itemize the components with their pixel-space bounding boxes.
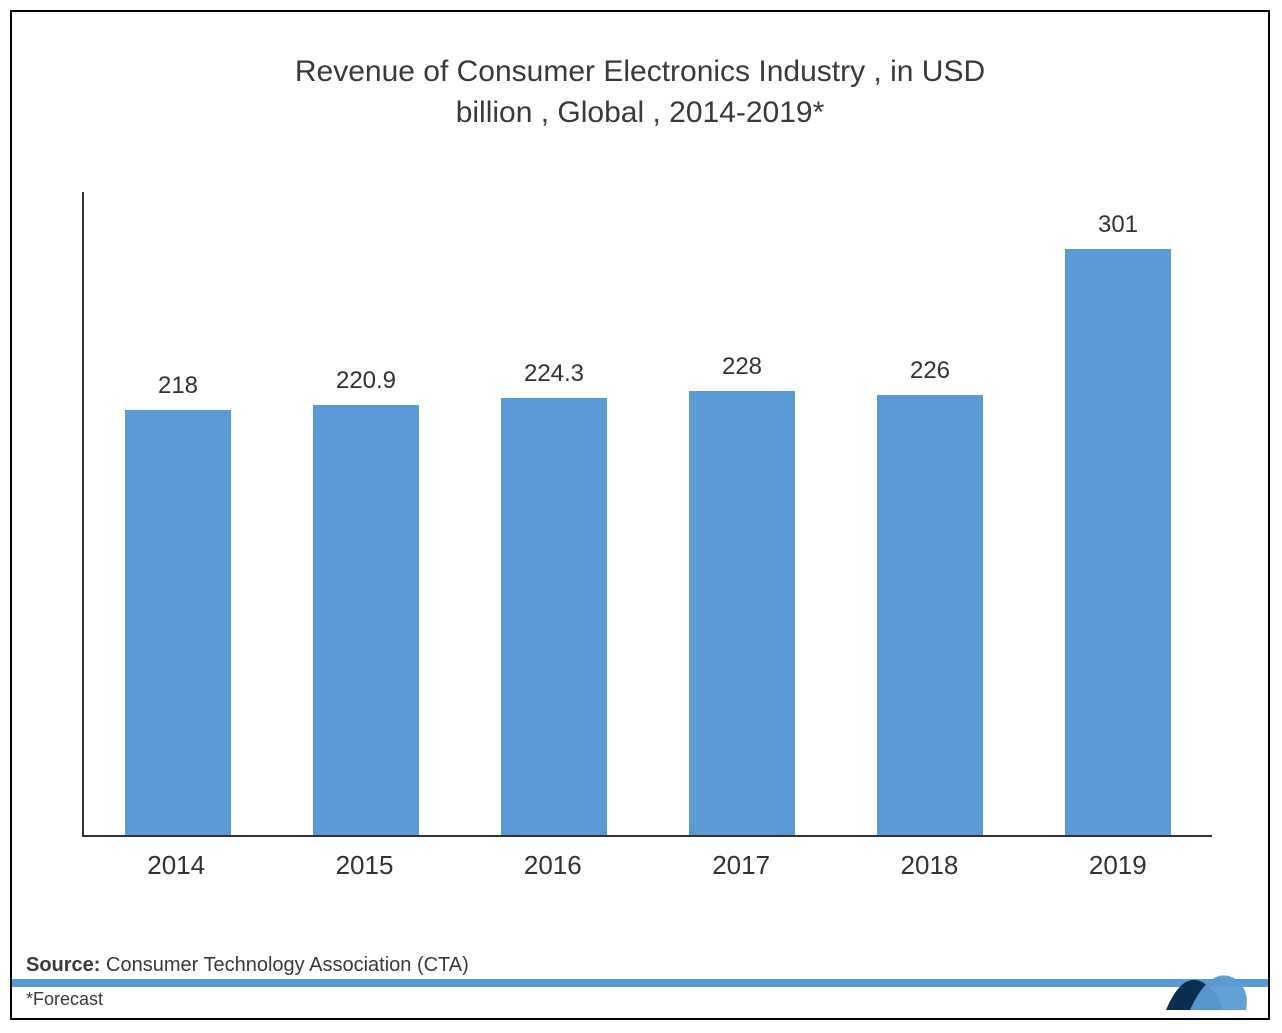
- bars-group: 218 220.9 224.3 228 226 301: [84, 192, 1212, 835]
- bar-value-label: 228: [722, 353, 762, 381]
- bar-value-label: 220.9: [336, 367, 396, 395]
- bar: [501, 398, 606, 835]
- source-line: Source: Consumer Technology Association …: [12, 950, 1268, 979]
- chart-title-line1: Revenue of Consumer Electronics Industry…: [112, 52, 1168, 93]
- x-axis-labels: 201420152016201720182019: [82, 850, 1212, 881]
- chart-title-line2: billion , Global , 2014-2019*: [112, 93, 1168, 134]
- source-label: Source:: [26, 954, 100, 976]
- x-axis-label: 2014: [82, 850, 270, 881]
- bar-slot: 220.9: [272, 192, 460, 835]
- bar-slot: 224.3: [460, 192, 648, 835]
- forecast-note: *Forecast: [12, 987, 1268, 1018]
- x-axis-label: 2016: [459, 850, 647, 881]
- bar: [125, 410, 230, 835]
- bar: [313, 405, 418, 835]
- bar: [689, 391, 794, 835]
- brand-logo-icon: [1160, 960, 1250, 1014]
- chart-footer: Source: Consumer Technology Association …: [12, 950, 1268, 1018]
- bar-value-label: 224.3: [524, 360, 584, 388]
- x-axis-label: 2015: [270, 850, 458, 881]
- bar-value-label: 301: [1098, 211, 1138, 239]
- bar: [1065, 249, 1170, 835]
- bar-slot: 301: [1024, 192, 1212, 835]
- source-text: Consumer Technology Association (CTA): [106, 954, 469, 976]
- plot-area: 218 220.9 224.3 228 226 301: [82, 192, 1212, 837]
- footer-divider: [12, 979, 1268, 987]
- bar-value-label: 226: [910, 357, 950, 385]
- bar-slot: 228: [648, 192, 836, 835]
- bar-slot: 218: [84, 192, 272, 835]
- chart-title: Revenue of Consumer Electronics Industry…: [12, 12, 1268, 153]
- x-axis-label: 2019: [1024, 850, 1212, 881]
- chart-frame: Revenue of Consumer Electronics Industry…: [10, 10, 1270, 1020]
- x-axis-label: 2018: [835, 850, 1023, 881]
- bar-slot: 226: [836, 192, 1024, 835]
- bar-value-label: 218: [158, 372, 198, 400]
- bar: [877, 395, 982, 835]
- x-axis-label: 2017: [647, 850, 835, 881]
